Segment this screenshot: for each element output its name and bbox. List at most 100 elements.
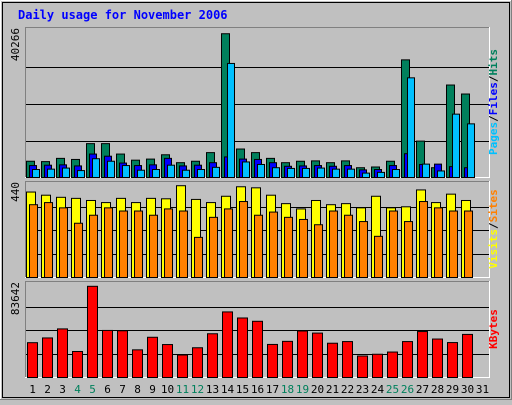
x-tick-label: 13: [206, 383, 219, 396]
bar-files: [152, 169, 160, 178]
bar-files: [47, 168, 55, 178]
bar-sites: [179, 210, 188, 279]
bar-kbytes: [42, 337, 53, 379]
bar-sites: [344, 214, 353, 279]
x-tick-label: 31: [476, 383, 489, 396]
bar-files: [92, 158, 100, 179]
bar-files: [242, 161, 250, 178]
bar-kbytes: [237, 317, 248, 379]
x-tick-label: 2: [44, 383, 51, 396]
legend-kbytes: KBytes: [487, 309, 500, 349]
bar-kbytes: [342, 341, 353, 378]
bar-sites: [44, 202, 53, 278]
bar-files: [347, 168, 355, 178]
legend-item: Files: [487, 82, 500, 115]
bar-files: [227, 62, 235, 179]
bar-files: [362, 172, 370, 179]
bar-files: [62, 167, 70, 178]
bar-files: [407, 77, 415, 178]
x-tick-label: 29: [446, 383, 459, 396]
bar-kbytes: [177, 354, 188, 378]
bar-kbytes: [222, 311, 233, 378]
bar-files: [257, 163, 265, 179]
bar-files: [32, 169, 40, 178]
bar-kbytes: [447, 342, 458, 379]
legend-separator: /: [487, 115, 500, 122]
bar-sites: [119, 210, 128, 279]
bar-kbytes: [267, 343, 278, 378]
bar-kbytes: [192, 347, 203, 378]
x-tick-label: 23: [356, 383, 369, 396]
x-tick-label: 27: [416, 383, 429, 396]
bar-kbytes: [132, 349, 143, 379]
x-tick-label: 3: [59, 383, 66, 396]
bar-sites: [299, 218, 308, 279]
bar-kbytes: [87, 285, 98, 379]
y-max-label: 40266: [9, 28, 22, 61]
bar-kbytes: [417, 331, 428, 378]
bar-kbytes: [327, 342, 338, 378]
bar-kbytes: [432, 338, 443, 378]
bar-sites: [29, 204, 38, 278]
x-tick-label: 5: [89, 383, 96, 396]
x-tick-label: 18: [281, 383, 294, 396]
bar-files: [377, 171, 385, 178]
bar-files: [107, 160, 115, 179]
x-tick-label: 22: [341, 383, 354, 396]
bar-files: [392, 169, 400, 178]
x-tick-label: 9: [149, 383, 156, 396]
legend-separator: /: [487, 222, 500, 229]
bar-files: [137, 169, 145, 179]
legend-item: Pages: [487, 122, 500, 155]
bar-sites: [149, 214, 158, 279]
bar-files: [332, 168, 340, 178]
bar-sites: [314, 224, 323, 278]
x-tick-label: 8: [134, 383, 141, 396]
bar-kbytes: [27, 342, 38, 379]
bar-files: [287, 167, 295, 179]
x-tick-label: 17: [266, 383, 279, 396]
bar-kbytes: [312, 332, 323, 378]
bar-sites: [224, 208, 233, 278]
bar-files: [467, 123, 475, 178]
bar-files: [77, 170, 85, 178]
bar-sites: [359, 221, 368, 278]
bar-sites: [284, 216, 293, 278]
x-tick-label: 19: [296, 383, 309, 396]
y-max-label: 83642: [9, 282, 22, 315]
chart-title: Daily usage for November 2006: [18, 8, 228, 22]
bar-files: [302, 167, 310, 179]
x-tick-label: 30: [461, 383, 474, 396]
bar-sites: [374, 235, 383, 278]
x-tick-label: 21: [326, 383, 339, 396]
bar-files: [452, 113, 460, 179]
legend-visits-sites: Visits/Sites: [487, 189, 500, 269]
legend-item: Hits: [487, 49, 500, 76]
bar-sites: [59, 207, 68, 278]
x-tick-label: 16: [251, 383, 264, 396]
x-tick-label: 6: [104, 383, 111, 396]
bar-files: [122, 165, 130, 179]
bar-kbytes: [297, 330, 308, 378]
x-tick-label: 28: [431, 383, 444, 396]
bar-sites: [239, 201, 248, 278]
x-tick-label: 1: [29, 383, 36, 396]
bar-kbytes: [462, 333, 473, 378]
bar-sites: [164, 208, 173, 278]
bar-sites: [134, 210, 143, 279]
bar-files: [197, 169, 205, 178]
bar-sites: [104, 207, 113, 278]
bar-sites: [89, 214, 98, 279]
x-tick-label: 14: [221, 383, 235, 396]
legend-separator: /: [487, 75, 500, 82]
bar-kbytes: [72, 350, 83, 379]
bar-kbytes: [117, 330, 128, 378]
bar-kbytes: [207, 333, 218, 379]
bar-sites: [434, 207, 443, 278]
bar-kbytes: [252, 320, 263, 379]
legend-item: Sites: [487, 189, 500, 222]
bar-kbytes: [57, 328, 68, 379]
x-tick-label: 4: [74, 383, 81, 396]
